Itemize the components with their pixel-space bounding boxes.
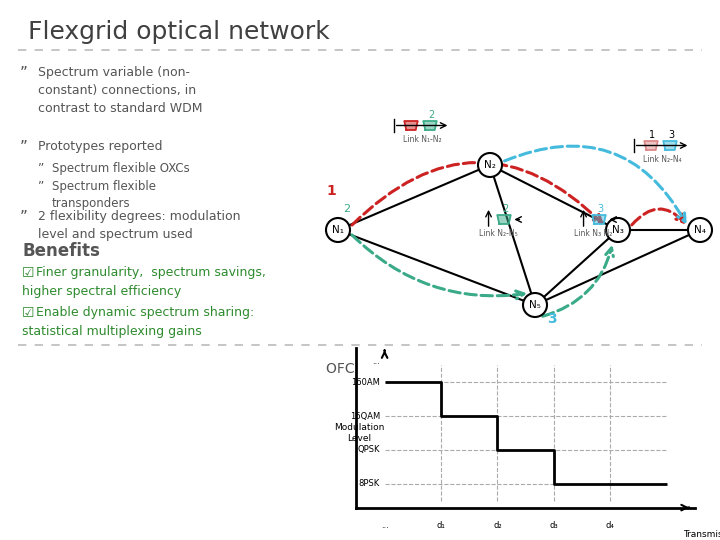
Text: Link N₂-N₄: Link N₂-N₄ [643,155,681,164]
Polygon shape [663,141,677,150]
Circle shape [523,293,547,317]
FancyArrowPatch shape [352,163,602,225]
Text: 2: 2 [343,204,350,214]
Circle shape [478,153,502,177]
Text: 160AM: 160AM [351,377,380,387]
Text: Spectrum flexible
transponders: Spectrum flexible transponders [52,180,156,210]
Text: d₂: d₂ [493,521,502,530]
Text: Spectrum variable (non-
constant) connections, in
contrast to standard WDM: Spectrum variable (non- constant) connec… [38,66,202,115]
Text: Spectrum flexible OXCs: Spectrum flexible OXCs [52,162,190,175]
Text: 1: 1 [649,130,655,140]
Text: ”: ” [20,140,28,155]
Circle shape [326,218,350,242]
FancyArrowPatch shape [352,235,524,299]
Text: N₄: N₄ [694,225,706,235]
Text: ...: ... [372,357,380,366]
Text: N₅: N₅ [529,300,541,310]
Text: ☑: ☑ [22,306,35,320]
Text: 2: 2 [503,204,508,214]
Text: ”: ” [38,180,45,193]
Circle shape [688,218,712,242]
Text: Finer granularity,  spectrum savings,: Finer granularity, spectrum savings, [36,266,266,279]
Text: ”: ” [20,210,28,225]
Text: OFC 2013: OFC 2013 [326,362,394,376]
FancyArrowPatch shape [632,209,684,225]
Text: Enable dynamic spectrum sharing:: Enable dynamic spectrum sharing: [36,306,254,319]
Polygon shape [498,215,510,224]
Polygon shape [404,121,418,130]
Text: ”: ” [38,162,45,175]
Polygon shape [644,141,658,150]
Text: ”: ” [20,66,28,81]
Text: Modulation
Level: Modulation Level [334,423,384,443]
Text: statistical multiplexing gains: statistical multiplexing gains [22,325,202,338]
Text: Link N₂-N₅: Link N₂-N₅ [479,229,518,238]
Text: 3: 3 [598,204,603,214]
Text: Benefits: Benefits [22,242,100,260]
Text: 1: 1 [326,184,336,198]
Text: d₃: d₃ [549,521,558,530]
Polygon shape [423,121,437,130]
Text: 2: 2 [428,110,434,120]
Text: Flexgrid optical network: Flexgrid optical network [28,20,330,44]
Text: d₁: d₁ [436,521,446,530]
Text: ☑: ☑ [22,266,35,280]
Text: 3: 3 [547,312,557,326]
Text: QPSK: QPSK [358,446,380,455]
Text: higher spectral efficiency: higher spectral efficiency [22,285,181,298]
Text: Transmission
Distance: Transmission Distance [683,530,720,540]
Text: 8PSK: 8PSK [359,480,380,488]
Text: Prototypes reported: Prototypes reported [38,140,163,153]
Text: ...: ... [381,521,389,530]
FancyArrowPatch shape [543,248,613,316]
Text: Link N₃ N₂: Link N₃ N₂ [574,229,612,238]
Text: Link N₁-N₂: Link N₁-N₂ [402,135,441,144]
Circle shape [606,218,630,242]
Text: 16QAM: 16QAM [350,411,380,421]
Text: 3: 3 [668,130,675,140]
Text: N₃: N₃ [612,225,624,235]
Text: N₁: N₁ [332,225,344,235]
Polygon shape [593,215,606,224]
Text: d₄: d₄ [606,521,615,530]
FancyArrowPatch shape [505,146,685,221]
Text: N₂: N₂ [484,160,496,170]
Text: 2 flexibility degrees: modulation
level and spectrum used: 2 flexibility degrees: modulation level … [38,210,240,241]
